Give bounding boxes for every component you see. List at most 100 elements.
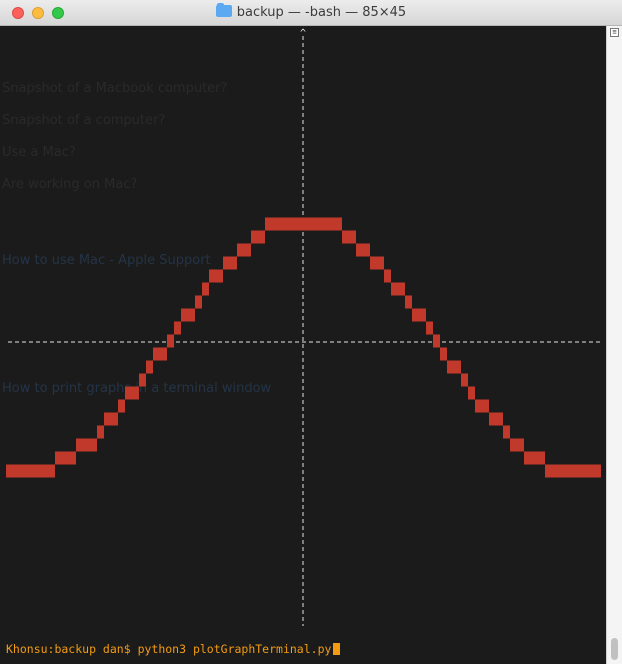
curve-cell: [342, 230, 349, 244]
ghost-line: Use a Mac?: [2, 145, 76, 160]
curve-cell: [139, 373, 146, 387]
curve-cell: [335, 217, 342, 231]
curve-cell: [244, 243, 251, 257]
curve-cell: [573, 464, 580, 478]
curve-cell: [76, 438, 83, 452]
window-title-wrap: backup — -bash — 85×45: [0, 3, 622, 20]
curve-cell: [286, 217, 293, 231]
curve-cell: [321, 217, 328, 231]
curve-cell: [27, 464, 34, 478]
curve-cell: [202, 282, 209, 296]
curve-cell: [328, 217, 335, 231]
folder-icon: [215, 3, 232, 17]
curve-cell: [118, 399, 125, 413]
curve-cell: [272, 217, 279, 231]
curve-cell: [237, 243, 244, 257]
curve-cell: [552, 464, 559, 478]
curve-cell: [426, 321, 433, 335]
scroll-thumb[interactable]: [611, 638, 618, 660]
curve-cell: [412, 308, 419, 322]
scrollbar[interactable]: ≡: [606, 26, 622, 664]
curve-cell: [545, 464, 552, 478]
curve-cell: [167, 334, 174, 348]
curve-cell: [580, 464, 587, 478]
curve-cell: [482, 399, 489, 413]
curve-cell: [34, 464, 41, 478]
command-text: python3 plotGraphTerminal.py: [137, 642, 332, 656]
minimize-button[interactable]: [32, 7, 44, 19]
curve-cell: [223, 256, 230, 270]
curve-cell: [55, 451, 62, 465]
curve-cell: [363, 243, 370, 257]
curve-cell: [195, 295, 202, 309]
curve-cells: [6, 217, 601, 478]
curve-cell: [216, 269, 223, 283]
close-button[interactable]: [12, 7, 24, 19]
curve-cell: [503, 425, 510, 439]
ghost-line: Snapshot of a computer?: [2, 113, 165, 128]
curve-cell: [181, 308, 188, 322]
curve-cell: [524, 451, 531, 465]
curve-cell: [440, 347, 447, 361]
curve-cell: [559, 464, 566, 478]
command-line[interactable]: Khonsu:backup dan$ python3 plotGraphTerm…: [6, 642, 341, 656]
ghost-line: Are working on Mac?: [2, 177, 137, 192]
curve-cell: [419, 308, 426, 322]
curve-cell: [349, 230, 356, 244]
curve-cell: [209, 269, 216, 283]
curve-cell: [384, 269, 391, 283]
curve-cell: [391, 282, 398, 296]
curve-cell: [496, 412, 503, 426]
text-cursor: [333, 643, 341, 655]
ghost-text-layer: Snapshot of a Macbook computer? Snapshot …: [2, 81, 272, 396]
curve-cell: [300, 217, 307, 231]
curve-cell: [531, 451, 538, 465]
curve-cell: [48, 464, 55, 478]
curve-cell: [398, 282, 405, 296]
curve-cell: [293, 217, 300, 231]
curve-cell: [265, 217, 272, 231]
curve-cell: [447, 360, 454, 374]
curve-cell: [510, 438, 517, 452]
curve-cell: [307, 217, 314, 231]
curve-cell: [104, 412, 111, 426]
curve-cell: [314, 217, 321, 231]
curve-cell: [188, 308, 195, 322]
curve-cell: [146, 360, 153, 374]
curve-cell: [377, 256, 384, 270]
curve-cell: [475, 399, 482, 413]
curve-cell: [160, 347, 167, 361]
curve-cell: [587, 464, 594, 478]
ghost-line: How to use Mac - Apple Support: [2, 253, 211, 268]
curve-cell: [370, 256, 377, 270]
curve-cell: [517, 438, 524, 452]
curve-cell: [468, 386, 475, 400]
curve-cell: [174, 321, 181, 335]
curve-cell: [20, 464, 27, 478]
curve-cell: [90, 438, 97, 452]
curve-cell: [489, 412, 496, 426]
zoom-button[interactable]: [52, 7, 64, 19]
curve-cell: [594, 464, 601, 478]
curve-cell: [97, 425, 104, 439]
terminal-content[interactable]: Snapshot of a Macbook computer? Snapshot …: [0, 26, 606, 664]
curve-cell: [13, 464, 20, 478]
curve-cell: [62, 451, 69, 465]
curve-cell: [405, 295, 412, 309]
curve-cell: [132, 386, 139, 400]
curve-cell: [69, 451, 76, 465]
curve-cell: [356, 243, 363, 257]
curve-cell: [454, 360, 461, 374]
curve-cell: [125, 386, 132, 400]
ghost-line: Snapshot of a Macbook computer?: [2, 81, 227, 96]
curve-cell: [6, 464, 13, 478]
curve-cell: [153, 347, 160, 361]
curve-cell: [279, 217, 286, 231]
split-pane-icon[interactable]: ≡: [610, 28, 619, 37]
curve-cell: [251, 230, 258, 244]
y-axis-arrow: ^: [300, 28, 306, 39]
title-bar[interactable]: backup — -bash — 85×45: [0, 0, 622, 26]
curve-cell: [538, 451, 545, 465]
curve-cell: [83, 438, 90, 452]
